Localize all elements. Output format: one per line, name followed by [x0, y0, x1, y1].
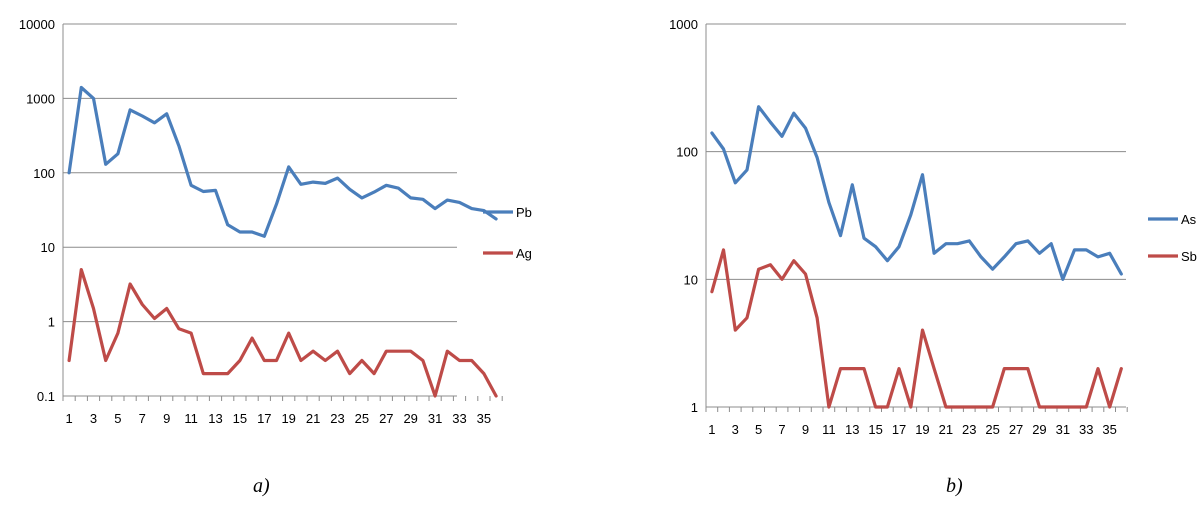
- x-tick-label-a: 19: [281, 411, 295, 426]
- x-tick-label-b: 19: [915, 422, 929, 437]
- y-tick-label-a: 1: [48, 315, 55, 330]
- x-tick-label-a: 3: [90, 411, 97, 426]
- y-tick-label-b: 1000: [669, 17, 698, 32]
- legend-label-as: As: [1181, 212, 1197, 227]
- x-tick-label-a: 23: [330, 411, 344, 426]
- x-tick-label-a: 5: [114, 411, 121, 426]
- x-tick-label-b: 7: [778, 422, 785, 437]
- x-tick-label-a: 9: [163, 411, 170, 426]
- y-tick-label-b: 100: [676, 145, 698, 160]
- x-tick-label-b: 17: [892, 422, 906, 437]
- y-tick-label-a: 10000: [19, 17, 55, 32]
- y-tick-label-a: 0.1: [37, 389, 55, 404]
- x-tick-label-a: 29: [403, 411, 417, 426]
- y-tick-label-b: 1: [691, 400, 698, 415]
- x-tick-label-b: 27: [1009, 422, 1023, 437]
- y-tick-label-b: 10: [684, 272, 698, 287]
- x-tick-label-b: 11: [822, 422, 836, 437]
- x-tick-label-a: 17: [257, 411, 271, 426]
- x-tick-label-b: 31: [1056, 422, 1070, 437]
- x-tick-label-b: 33: [1079, 422, 1093, 437]
- x-tick-label-a: 11: [184, 411, 198, 426]
- x-tick-label-b: 13: [845, 422, 859, 437]
- x-tick-label-b: 35: [1102, 422, 1116, 437]
- caption-b: b): [946, 475, 963, 497]
- x-tick-label-b: 25: [985, 422, 999, 437]
- x-tick-label-b: 29: [1032, 422, 1046, 437]
- x-tick-label-b: 21: [939, 422, 953, 437]
- legend-label-sb: Sb: [1181, 249, 1197, 264]
- x-tick-label-a: 1: [65, 411, 72, 426]
- x-tick-label-a: 15: [233, 411, 247, 426]
- x-tick-label-b: 15: [868, 422, 882, 437]
- y-tick-label-a: 100: [33, 166, 55, 181]
- caption-a: a): [253, 475, 270, 497]
- x-tick-label-b: 3: [732, 422, 739, 437]
- x-tick-label-b: 9: [802, 422, 809, 437]
- x-tick-label-a: 27: [379, 411, 393, 426]
- x-tick-label-a: 33: [452, 411, 466, 426]
- x-tick-label-a: 21: [306, 411, 320, 426]
- series-line-as: [710, 105, 1123, 281]
- y-tick-label-a: 10: [41, 240, 55, 255]
- x-tick-label-a: 31: [428, 411, 442, 426]
- x-tick-label-b: 5: [755, 422, 762, 437]
- series-line-sb: [710, 248, 1123, 409]
- x-tick-label-a: 7: [139, 411, 146, 426]
- x-tick-label-b: 23: [962, 422, 976, 437]
- x-tick-label-a: 13: [208, 411, 222, 426]
- y-tick-label-a: 1000: [26, 91, 55, 106]
- series-line-pb: [67, 85, 498, 238]
- x-tick-label-b: 1: [708, 422, 715, 437]
- legend-label-ag: Ag: [516, 246, 532, 261]
- legend-label-pb: Pb: [516, 205, 532, 220]
- x-tick-label-a: 35: [477, 411, 491, 426]
- x-tick-label-a: 25: [355, 411, 369, 426]
- series-line-ag: [67, 268, 498, 398]
